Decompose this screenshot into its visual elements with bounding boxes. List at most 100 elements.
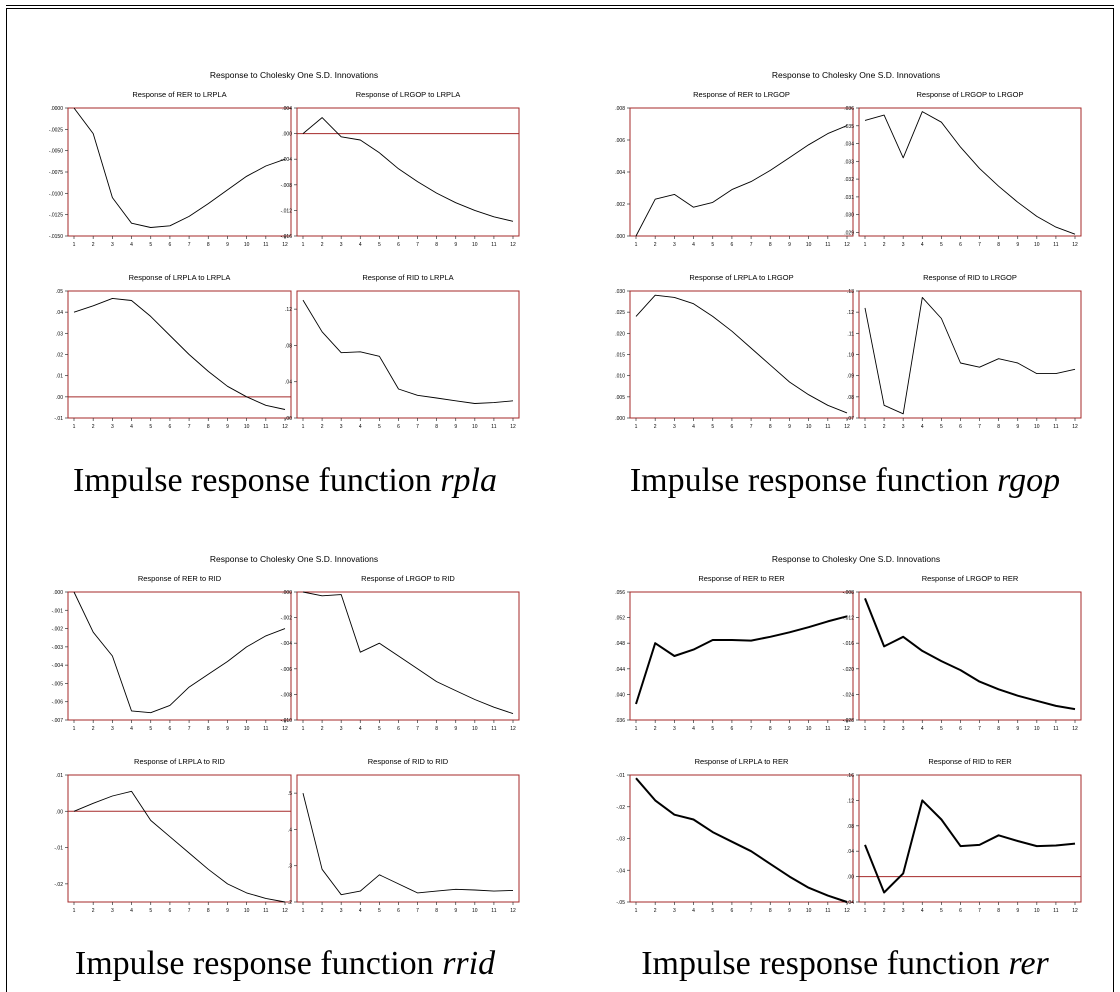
y-tick-label: .002 xyxy=(615,202,625,208)
x-tick-label: 2 xyxy=(883,424,886,430)
x-tick-label: 10 xyxy=(806,424,812,430)
subplot-title: Response of LRPLA to RID xyxy=(134,757,225,766)
x-tick-label: 6 xyxy=(169,726,172,732)
x-tick-label: 9 xyxy=(454,908,457,914)
x-tick-label: 7 xyxy=(416,908,419,914)
y-tick-label: -.02 xyxy=(54,882,63,888)
y-tick-label: .036 xyxy=(615,718,625,724)
x-tick-label: 2 xyxy=(883,908,886,914)
x-tick-label: 5 xyxy=(378,424,381,430)
response-line xyxy=(302,591,514,715)
caption-rgop: Impulse response function rgop xyxy=(585,462,1105,500)
plot-frame xyxy=(858,107,1082,237)
x-tick-label: 4 xyxy=(359,242,362,248)
subplot-title: Response of LRGOP to RER xyxy=(922,574,1019,583)
x-tick-label: 3 xyxy=(902,242,905,248)
x-tick-label: 1 xyxy=(302,424,305,430)
x-tick-label: 3 xyxy=(340,424,343,430)
x-tick-label: 4 xyxy=(692,424,695,430)
x-tick-label: 3 xyxy=(902,424,905,430)
subplot-title: Response of LRGOP to LRPLA xyxy=(356,90,461,99)
x-tick-label: 11 xyxy=(491,424,496,430)
y-tick-label: .052 xyxy=(615,616,625,622)
x-tick-label: 2 xyxy=(321,908,324,914)
caption-rpla: Impulse response function rpla xyxy=(25,462,545,500)
x-tick-label: 1 xyxy=(302,726,305,732)
y-tick-label: .03 xyxy=(56,331,63,337)
x-tick-label: 4 xyxy=(921,908,924,914)
x-tick-label: 5 xyxy=(378,726,381,732)
x-tick-label: 3 xyxy=(111,424,114,430)
y-tick-label: .006 xyxy=(615,138,625,144)
x-tick-label: 6 xyxy=(169,424,172,430)
y-tick-label: .11 xyxy=(847,331,854,337)
caption-text: Impulse response function xyxy=(641,945,1000,982)
x-tick-label: 4 xyxy=(130,242,133,248)
y-tick-label: .2 xyxy=(288,900,292,906)
x-tick-label: 12 xyxy=(844,726,850,732)
x-tick-label: 3 xyxy=(340,726,343,732)
y-tick-label: .07 xyxy=(847,416,854,422)
x-tick-label: 10 xyxy=(472,424,478,430)
x-tick-label: 5 xyxy=(149,726,152,732)
x-tick-label: 5 xyxy=(940,726,943,732)
response-line xyxy=(635,615,848,705)
y-tick-label: .025 xyxy=(615,310,625,316)
x-tick-label: 2 xyxy=(883,726,886,732)
caption-rrid: Impulse response function rrid xyxy=(25,945,545,983)
y-tick-label: -.004 xyxy=(281,157,293,163)
figure-heading: Response to Cholesky One S.D. Innovation… xyxy=(210,554,378,564)
subplot-title: Response of RID to LRPLA xyxy=(362,273,453,282)
plot-frame xyxy=(629,591,854,721)
x-tick-label: 10 xyxy=(806,726,812,732)
y-tick-label: .3 xyxy=(288,864,292,870)
y-tick-label: -.028 xyxy=(843,718,855,724)
y-tick-label: .056 xyxy=(615,590,625,596)
y-tick-label: -.003 xyxy=(52,645,64,651)
x-tick-label: 8 xyxy=(769,242,772,248)
y-tick-label: -.005 xyxy=(52,681,64,687)
x-tick-label: 2 xyxy=(654,726,657,732)
response-line xyxy=(864,111,1076,235)
x-tick-label: 6 xyxy=(169,908,172,914)
response-line xyxy=(73,107,286,228)
x-tick-label: 6 xyxy=(731,908,734,914)
subplot-title: Response of RER to RID xyxy=(138,574,222,583)
y-tick-label: .000 xyxy=(615,416,625,422)
x-tick-label: 12 xyxy=(510,242,516,248)
x-tick-label: 8 xyxy=(769,908,772,914)
caption-text: Impulse response function xyxy=(73,462,432,499)
x-tick-label: 4 xyxy=(359,908,362,914)
x-tick-label: 8 xyxy=(769,726,772,732)
y-tick-label: -.01 xyxy=(54,416,63,422)
figure-heading: Response to Cholesky One S.D. Innovation… xyxy=(772,554,940,564)
x-tick-label: 2 xyxy=(654,908,657,914)
y-tick-label: -.03 xyxy=(616,837,625,843)
y-tick-label: .000 xyxy=(53,590,63,596)
subplot-title: Response of LRGOP to RID xyxy=(361,574,455,583)
x-tick-label: 6 xyxy=(959,726,962,732)
plot-frame xyxy=(296,591,520,721)
y-tick-label: .035 xyxy=(844,124,854,130)
x-tick-label: 5 xyxy=(711,908,714,914)
y-tick-label: -.04 xyxy=(616,868,625,874)
x-tick-label: 10 xyxy=(472,242,478,248)
x-tick-label: 10 xyxy=(244,726,250,732)
x-tick-label: 1 xyxy=(864,726,867,732)
y-tick-label: -.006 xyxy=(52,700,64,706)
y-tick-label: -.007 xyxy=(52,718,64,724)
x-tick-label: 4 xyxy=(921,726,924,732)
x-tick-label: 7 xyxy=(188,424,191,430)
x-tick-label: 1 xyxy=(635,242,638,248)
x-tick-label: 4 xyxy=(692,726,695,732)
x-tick-label: 9 xyxy=(454,726,457,732)
x-tick-label: 8 xyxy=(997,242,1000,248)
x-tick-label: 3 xyxy=(673,726,676,732)
subplot-title: Response of LRPLA to LRPLA xyxy=(129,273,231,282)
y-tick-label: .08 xyxy=(285,343,292,349)
x-tick-label: 12 xyxy=(282,726,288,732)
x-tick-label: 1 xyxy=(864,424,867,430)
x-tick-label: 9 xyxy=(1016,726,1019,732)
x-tick-label: 6 xyxy=(397,242,400,248)
x-tick-label: 3 xyxy=(673,424,676,430)
